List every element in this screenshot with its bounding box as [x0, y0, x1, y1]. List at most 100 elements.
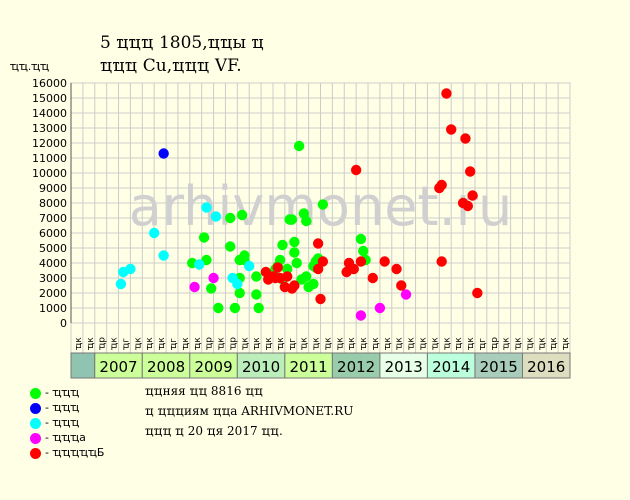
data-point [367, 272, 378, 284]
y-tick-label: 6000 [39, 227, 67, 240]
x-tick-label: ҵк [86, 337, 96, 350]
y-tick-label: 14000 [32, 107, 67, 120]
y-tick-label: 8000 [39, 197, 67, 210]
x-tick-label: ҵк [359, 337, 369, 350]
data-point [236, 209, 248, 221]
data-point [317, 256, 329, 267]
y-tick-label: 10000 [32, 167, 67, 180]
data-point [201, 202, 212, 213]
data-point [462, 200, 474, 212]
x-tick-label: ҵк [525, 337, 535, 350]
x-tick-label: ҵк [454, 337, 464, 350]
data-point [358, 245, 369, 257]
data-point [232, 278, 243, 290]
year-band [94, 352, 143, 379]
x-tick-label: ҵк [264, 337, 274, 350]
note-line: ҵҵҵ ҵ 20 ҵя 2017 ҵҵ. [145, 424, 283, 438]
legend-label: - ҵҵҵ [45, 416, 80, 429]
data-point [277, 239, 288, 251]
year-label: 2007 [99, 358, 137, 376]
x-tick-label: ҵк [312, 337, 322, 350]
y-tick-label: 12000 [32, 137, 67, 150]
data-point [460, 133, 471, 144]
x-tick-label: ҵр [490, 337, 500, 350]
legend-item: - ҵҵҵ [30, 416, 79, 430]
data-point [234, 287, 245, 299]
data-point [391, 263, 402, 275]
data-point [158, 148, 169, 159]
data-point [312, 238, 324, 249]
x-tick-label: ҵк [371, 337, 381, 350]
data-point [465, 166, 476, 177]
chart-title-line-2: ҵҵҵ Cu,ҵҵҵ VF. [100, 56, 242, 76]
x-tick-label: ҵк [133, 337, 143, 350]
x-tick-label: ҵр [98, 337, 108, 350]
year-band [236, 352, 286, 379]
x-tick-label: ҵк [537, 337, 547, 350]
data-point [348, 263, 359, 275]
y-tick-label: 4000 [39, 257, 67, 270]
legend-item: - ҵҵҵ [30, 401, 79, 415]
x-tick-label: ҵк [561, 337, 571, 350]
x-tick-label: ҵг [169, 338, 179, 350]
x-tick-label: ҵр [228, 337, 238, 350]
year-band [141, 352, 191, 379]
y-tick-label: 9000 [39, 182, 67, 195]
y-tick-label: 3000 [39, 272, 67, 285]
x-tick-label: ҵк [347, 337, 357, 350]
data-point [315, 293, 326, 305]
y-tick-label: 16000 [32, 77, 67, 90]
data-point [251, 289, 262, 300]
data-point [301, 215, 312, 227]
x-tick-label: ҵк [383, 337, 393, 350]
data-point [396, 280, 407, 291]
y-tick-label: 2000 [39, 287, 67, 300]
legend-marker [30, 432, 41, 444]
data-point [436, 256, 447, 267]
legend-label: - ҵҵҵ [45, 386, 80, 399]
data-point [125, 263, 136, 275]
legend-marker [30, 447, 41, 459]
x-tick-label: ҵк [252, 337, 262, 350]
legend-marker [30, 402, 41, 414]
data-point [148, 227, 160, 239]
data-point [272, 262, 283, 273]
data-point [436, 179, 447, 191]
x-tick-label: ҵк [74, 337, 84, 350]
legend-label: - ҵҵҵа [45, 431, 86, 444]
year-label: 2015 [480, 358, 518, 376]
data-point [225, 241, 236, 252]
year-band [521, 352, 571, 379]
note-line: ҵҵняя ҵҵ 8816 ҵҵ [145, 384, 263, 398]
data-point [282, 263, 293, 275]
data-point [400, 289, 412, 300]
y-tick-label: 13000 [32, 122, 67, 135]
data-point [213, 302, 224, 314]
year-label: 2016 [527, 358, 565, 376]
data-point [229, 302, 241, 314]
y-tick-label: 0 [60, 317, 67, 330]
legend-marker [30, 417, 41, 429]
x-tick-label: ҵк [181, 337, 191, 350]
data-point [251, 271, 262, 282]
x-tick-label: ҵк [157, 337, 167, 350]
data-point [198, 232, 210, 243]
x-tick-label: ҵк [145, 337, 155, 350]
x-tick-label: ҵк [418, 337, 428, 350]
data-point [189, 281, 200, 293]
x-tick-label: ҵк [335, 337, 345, 350]
x-tick-label: ҵк [466, 337, 476, 350]
x-tick-label: ҵк [300, 337, 310, 350]
x-tick-label: ҵк [395, 337, 405, 350]
data-point [317, 199, 329, 210]
legend-label: - ҵҵҵҵҵБ [45, 446, 105, 459]
data-point [472, 287, 483, 299]
y-tick-label: 15000 [32, 92, 67, 105]
legend-item: - ҵҵҵҵҵБ [30, 446, 104, 460]
data-point [350, 164, 362, 176]
year-band [284, 352, 333, 379]
data-point [282, 271, 293, 282]
year-band [189, 352, 238, 379]
